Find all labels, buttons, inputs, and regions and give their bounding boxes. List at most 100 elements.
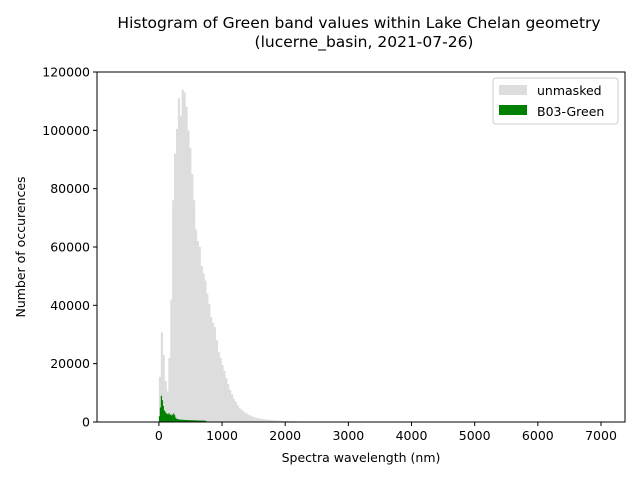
histogram-bar [199, 420, 201, 422]
histogram-bar [177, 419, 180, 423]
histogram-bar [162, 354, 165, 422]
histogram-bar [183, 419, 185, 422]
histogram-bar [249, 415, 253, 423]
histogram-bar [202, 420, 204, 422]
histogram-bar [246, 413, 249, 422]
x-tick-label: 0 [155, 428, 163, 443]
histogram-bar [240, 409, 243, 422]
histogram-bar [191, 174, 194, 422]
histogram-bar [179, 115, 182, 422]
histogram-bar [244, 412, 247, 422]
histogram-bar [272, 420, 275, 422]
histogram-bar [186, 420, 188, 422]
histogram-bar [194, 420, 197, 422]
histogram-bar [167, 414, 169, 422]
histogram-bar [204, 280, 207, 422]
histogram-bar [160, 395, 163, 422]
y-tick-label: 120000 [42, 65, 90, 80]
histogram-bar [172, 200, 175, 422]
histogram-bar [200, 265, 203, 422]
histogram-bar [232, 398, 235, 422]
histogram-bar [182, 419, 184, 422]
histogram-bar [265, 419, 268, 422]
x-tick-label: 4000 [396, 428, 428, 443]
x-tick-label: 6000 [522, 428, 554, 443]
histogram-bar [165, 413, 167, 422]
histogram-bar [192, 420, 194, 422]
histogram-bar [242, 411, 245, 422]
histogram-bar [158, 416, 161, 422]
histogram-bar [211, 322, 215, 422]
histogram-bar [195, 420, 198, 422]
histogram-bar [181, 89, 184, 422]
y-tick-label: 40000 [50, 298, 90, 313]
histogram-bar [266, 419, 270, 422]
x-axis: 0 1000 2000 3000 4000 5000 6000 7000 [155, 422, 617, 443]
histogram-bar [278, 420, 281, 422]
y-tick-label: 60000 [50, 240, 90, 255]
x-tick-label: 2000 [269, 428, 301, 443]
histogram-bar [168, 357, 171, 422]
histogram-bar [183, 92, 186, 423]
histogram-bar [255, 417, 258, 422]
histogram-bar [196, 241, 199, 422]
histogram-bar [257, 418, 260, 422]
histogram-bar [169, 415, 171, 422]
histogram-bar [202, 273, 205, 422]
histogram-bar [203, 420, 205, 422]
histogram-bar [198, 247, 201, 422]
histogram-bar [234, 401, 237, 422]
histogram-bar [193, 420, 195, 422]
legend: unmasked B03-Green [492, 77, 619, 125]
histogram-bar [178, 419, 181, 422]
histogram-bar [175, 418, 178, 422]
histogram-bar [193, 200, 196, 422]
histogram-bar [170, 414, 172, 422]
histogram-bar [164, 411, 166, 422]
histogram-bar [259, 418, 262, 422]
histogram-bar [280, 420, 283, 422]
histogram-bar [191, 420, 193, 422]
histogram-bar [198, 420, 200, 422]
y-tick-label: 100000 [42, 123, 90, 138]
histogram-bar [206, 293, 209, 422]
histogram-bar [174, 153, 177, 423]
histogram-bar [187, 420, 189, 422]
histogram-bar [194, 229, 198, 422]
histogram-bar [225, 378, 228, 422]
histogram-bar [161, 400, 163, 423]
chart-title: Histogram of Green band values within La… [117, 14, 600, 32]
histogram-bar [274, 420, 277, 422]
legend-label-b03-green: B03-Green [537, 104, 604, 119]
histogram-bar [177, 98, 181, 422]
histogram-bar [173, 413, 175, 422]
histogram-bar [175, 417, 177, 423]
histogram-bar [185, 419, 187, 422]
histogram-bar [215, 340, 218, 422]
x-tick-label: 1000 [206, 428, 238, 443]
histogram-bar [251, 416, 254, 422]
histogram-bar [172, 414, 174, 422]
histogram-bar [166, 391, 169, 423]
unmasked-series [158, 89, 328, 423]
histogram-bar [187, 130, 190, 422]
histogram-bar [201, 420, 203, 422]
histogram-bar [219, 357, 222, 422]
histogram-bar [184, 419, 186, 422]
histogram-bar [227, 384, 230, 422]
histogram-bar [268, 419, 271, 422]
y-axis: 0 20000 40000 60000 80000 100000 120000 [42, 65, 97, 430]
chart-subtitle: (lucerne_basin, 2021-07-26) [255, 33, 474, 52]
histogram-bar [282, 420, 285, 422]
histogram-bar [263, 419, 266, 422]
histogram-bar [223, 370, 226, 422]
histogram-bar [208, 303, 211, 423]
histogram-bar [276, 420, 279, 422]
histogram-bar [197, 420, 199, 422]
histogram-bar [162, 405, 164, 422]
histogram-bar [236, 405, 239, 422]
histogram-bar [238, 407, 241, 422]
histogram-bar [196, 420, 199, 422]
histogram-bar [171, 415, 173, 422]
